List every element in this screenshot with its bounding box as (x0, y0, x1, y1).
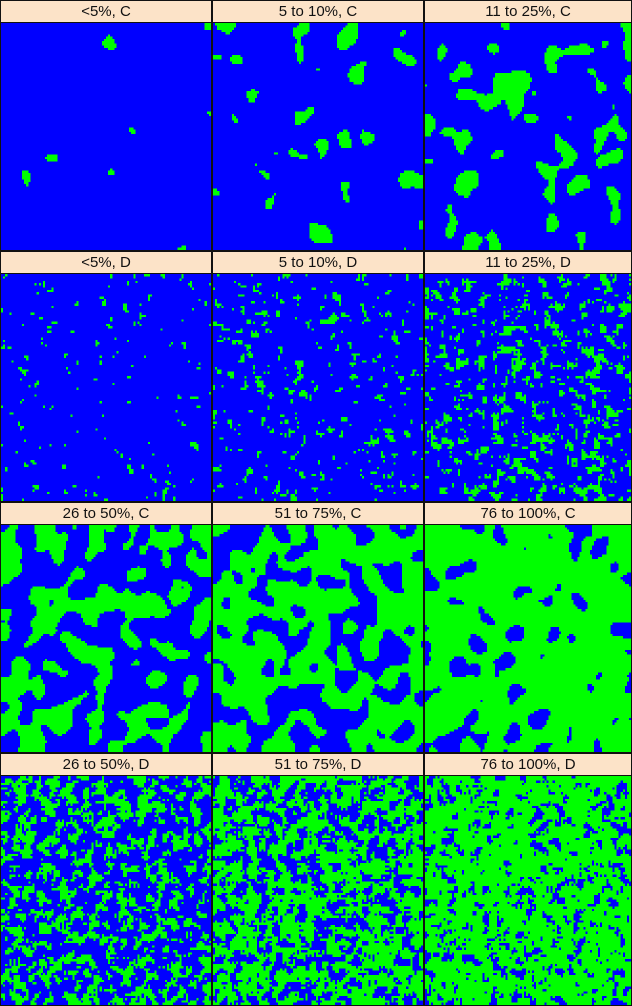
panel-title: 5 to 10%, D (213, 252, 423, 274)
map-canvas (425, 274, 631, 501)
panel-map (425, 23, 631, 250)
panel-map (1, 525, 211, 752)
map-canvas (1, 274, 211, 501)
map-canvas (213, 525, 423, 752)
panel-map (213, 776, 423, 1005)
panel-title: 76 to 100%, C (425, 503, 631, 525)
panel-6: 11 to 25%, D (424, 251, 632, 502)
panel-1: <5%, C (0, 0, 212, 251)
panel-9: 76 to 100%, C (424, 502, 632, 753)
panel-map (425, 525, 631, 752)
map-canvas (213, 23, 423, 250)
panel-title: 51 to 75%, D (213, 754, 423, 776)
panel-map (213, 274, 423, 501)
map-canvas (425, 776, 631, 1005)
panel-map (425, 776, 631, 1005)
panel-title: 76 to 100%, D (425, 754, 631, 776)
map-canvas (1, 776, 211, 1005)
panel-12: 76 to 100%, D (424, 753, 632, 1006)
panel-4: <5%, D (0, 251, 212, 502)
panel-map (1, 274, 211, 501)
panel-3: 11 to 25%, C (424, 0, 632, 251)
map-canvas (1, 525, 211, 752)
panel-title: 5 to 10%, C (213, 1, 423, 23)
panel-title: 51 to 75%, C (213, 503, 423, 525)
panel-map (213, 23, 423, 250)
panel-map (1, 23, 211, 250)
map-canvas (425, 23, 631, 250)
panel-title: 11 to 25%, D (425, 252, 631, 274)
panel-map (1, 776, 211, 1005)
panel-5: 5 to 10%, D (212, 251, 424, 502)
map-canvas (425, 525, 631, 752)
panel-title: 11 to 25%, C (425, 1, 631, 23)
panel-map (213, 525, 423, 752)
map-canvas (213, 274, 423, 501)
panel-10: 26 to 50%, D (0, 753, 212, 1006)
panel-2: 5 to 10%, C (212, 0, 424, 251)
panel-11: 51 to 75%, D (212, 753, 424, 1006)
map-canvas (213, 776, 423, 1005)
panel-title: 26 to 50%, D (1, 754, 211, 776)
panel-title: <5%, C (1, 1, 211, 23)
panel-title: 26 to 50%, C (1, 503, 211, 525)
panel-7: 26 to 50%, C (0, 502, 212, 753)
map-canvas (1, 23, 211, 250)
panel-title: <5%, D (1, 252, 211, 274)
panel-8: 51 to 75%, C (212, 502, 424, 753)
panel-map (425, 274, 631, 501)
